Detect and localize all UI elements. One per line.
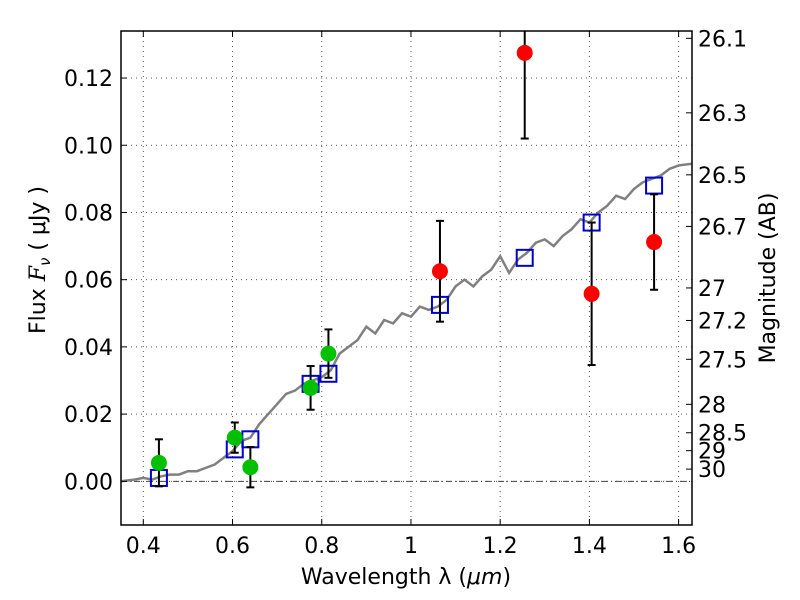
x-tick-label: 1.4 xyxy=(572,534,607,559)
x-tick-label: 1 xyxy=(404,534,418,559)
x-tick-label: 0.8 xyxy=(304,534,339,559)
mag-tick-label: 27.5 xyxy=(698,348,747,373)
mag-tick-label: 27.2 xyxy=(698,309,747,334)
model-spectrum-line xyxy=(121,162,692,483)
observed-point xyxy=(320,345,337,362)
tick-labels: 0.4 0.6 0.8 1 1.2 1.4 1.6 0.00 0.02 0.04 0.06 0.08 0… xyxy=(64,27,747,559)
observed-point xyxy=(226,429,243,446)
y-tick-label: 0.08 xyxy=(64,201,113,226)
y-tick-label: 0.10 xyxy=(64,134,113,159)
x-axis-title: Wavelength λ (μm) xyxy=(301,565,511,590)
mag-tick-label: 27 xyxy=(698,277,726,302)
grid xyxy=(121,31,692,525)
x-tick-label: 0.6 xyxy=(215,534,250,559)
tick-marks xyxy=(121,31,692,525)
mag-tick-label: 26.1 xyxy=(698,27,747,52)
y-tick-label: 0.00 xyxy=(64,470,113,495)
y-tick-label: 0.04 xyxy=(64,336,113,361)
mag-tick-label: 26.3 xyxy=(698,102,747,127)
y-tick-label: 0.02 xyxy=(64,403,113,428)
y-tick-label: 0.06 xyxy=(64,269,113,294)
observed-point xyxy=(646,234,663,251)
mag-tick-label: 28 xyxy=(698,393,726,418)
mag-tick-label: 30 xyxy=(698,458,726,483)
y-axis-title: Flux Fν ( μJy ) xyxy=(26,186,54,334)
observed-point xyxy=(583,285,600,302)
mag-tick-label: 29 xyxy=(698,440,726,465)
y-tick-label: 0.12 xyxy=(64,67,113,92)
mag-tick-label: 26.5 xyxy=(698,164,747,189)
x-tick-label: 0.4 xyxy=(126,534,161,559)
x-tick-label: 1.6 xyxy=(661,534,696,559)
plot-area xyxy=(121,31,692,489)
observed-point xyxy=(516,44,533,61)
mag-tick-label: 26.7 xyxy=(698,215,747,240)
observed-point xyxy=(431,263,448,280)
plot-frame xyxy=(120,30,693,526)
observed-point xyxy=(150,454,167,471)
mag-tick-label: 28.5 xyxy=(698,422,747,447)
model-point-square xyxy=(515,248,534,267)
right-axis-title: Magnitude (AB) xyxy=(756,193,781,364)
observed-point xyxy=(242,459,259,476)
x-tick-label: 1.2 xyxy=(483,534,518,559)
observed-point xyxy=(302,379,319,396)
